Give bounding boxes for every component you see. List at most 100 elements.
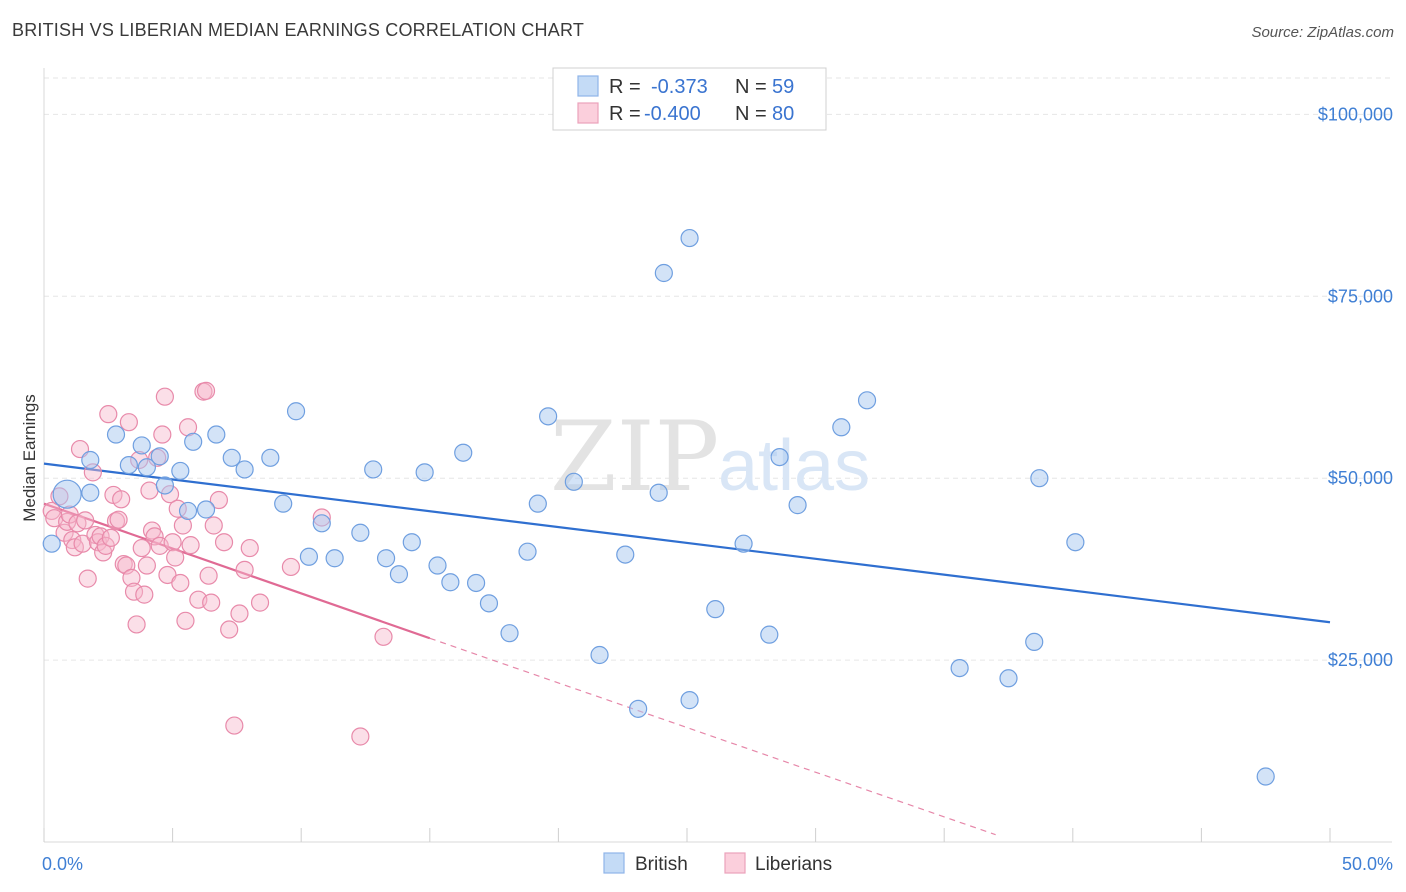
liberian-point-45: [166, 548, 185, 567]
legend-r-label-british: R =: [609, 76, 641, 98]
british-point-30: [454, 443, 473, 462]
liberian-point-65: [250, 593, 270, 612]
british-point-22: [351, 523, 370, 542]
british-point-15: [235, 460, 254, 479]
source-credit: Source: ZipAtlas.com: [1251, 24, 1394, 41]
y-tick-labels: $25,000 $50,000 $75,000 $100,000: [1318, 104, 1393, 670]
british-point-52: [950, 658, 969, 678]
legend-n-label-liberian: N =: [735, 103, 767, 125]
british-point-35: [528, 494, 547, 513]
british-point-25: [389, 565, 409, 584]
british-point-46: [734, 534, 753, 553]
liberian-point-32: [132, 538, 151, 558]
watermark-zip: ZIP: [550, 401, 719, 513]
liberian-point-6: [63, 530, 82, 550]
liberian-point-3: [55, 523, 74, 542]
british-point-28: [428, 556, 447, 575]
british-point-8: [155, 476, 174, 495]
british-point-45: [706, 600, 725, 619]
liberian-point-54: [196, 381, 216, 400]
liberian-point-33: [135, 585, 154, 604]
british-point-24: [376, 549, 396, 568]
british-point-17: [274, 494, 293, 513]
british-point-54: [1025, 632, 1044, 652]
liberian-point-11: [76, 511, 95, 530]
liberian-point-59: [214, 533, 234, 552]
british-point-56: [1066, 533, 1085, 552]
liberian-point-23: [109, 510, 128, 529]
liberian-point-41: [155, 387, 174, 406]
liberian-point-37: [145, 527, 164, 546]
british-point-38: [590, 645, 609, 665]
liberian-point-64: [240, 538, 259, 558]
british-point-36: [539, 407, 558, 426]
british-point-53: [999, 669, 1018, 688]
british-point-49: [788, 496, 807, 515]
british-point-50: [832, 418, 851, 437]
liberian-point-34: [137, 556, 156, 575]
x-tick-label-1: 50.0%: [1342, 854, 1393, 874]
bottom-legend: British Liberians: [603, 852, 832, 875]
y-tick-label-0: $25,000: [1328, 650, 1393, 670]
liberian-point-10: [73, 534, 92, 553]
y-tick-label-2: $75,000: [1328, 286, 1393, 306]
british-point-11: [184, 432, 203, 451]
british-point-20: [312, 514, 331, 533]
bottom-legend-liberians: Liberians: [755, 854, 832, 875]
liberian-point-58: [209, 490, 228, 510]
british-point-6: [137, 458, 156, 477]
legend-r-label-liberian: R =: [609, 103, 641, 125]
british-point-21: [325, 549, 344, 568]
liberian-point-12: [78, 569, 97, 588]
british-point-57: [1256, 767, 1275, 786]
liberian-point-20: [101, 528, 120, 547]
british-point-5: [132, 436, 151, 455]
liberian-point-66: [281, 557, 301, 577]
british-point-1: [81, 483, 100, 502]
liberian-point-51: [181, 536, 200, 555]
x-tick-label-0: 0.0%: [42, 854, 83, 874]
liberian-point-30: [127, 615, 146, 634]
legend-box: R = -0.373 N = 59 R = -0.400 N = 80: [552, 67, 827, 131]
british-point-26: [402, 533, 421, 552]
liberian-point-0: [42, 501, 61, 521]
british-point-large: [52, 479, 82, 509]
british-point-44: [680, 228, 699, 248]
british-point-51: [857, 391, 877, 410]
british-point-12: [196, 500, 216, 519]
british-point-14: [222, 448, 241, 467]
british-point-42: [654, 263, 673, 283]
liberian-point-69: [351, 727, 370, 746]
british-point-3: [106, 425, 126, 444]
bottom-legend-swatch-british: [603, 852, 625, 874]
liberian-point-56: [202, 593, 221, 612]
legend-r-value-british: -0.373: [651, 76, 708, 98]
legend-n-label-british: N =: [735, 76, 767, 98]
liberian-point-61: [225, 716, 244, 735]
british-point-18: [286, 402, 306, 421]
british-point-13: [207, 425, 226, 444]
british-point-27: [415, 463, 434, 482]
british-point-4: [119, 455, 138, 475]
british-point-19: [299, 547, 319, 566]
y-tick-label-3: $100,000: [1318, 104, 1393, 124]
british-point-33: [500, 624, 519, 643]
legend-n-value-liberian: 80: [772, 103, 794, 125]
liberian-point-42: [158, 565, 177, 585]
y-axis-title: Median Earnings: [20, 394, 39, 522]
liberian-trend-line: [43, 502, 431, 640]
chart-title: BRITISH VS LIBERIAN MEDIAN EARNINGS CORR…: [12, 20, 585, 40]
liberian-point-55: [199, 566, 218, 585]
british-point-47: [760, 625, 779, 644]
y-tick-label-1: $50,000: [1328, 468, 1393, 488]
british-point-40: [629, 699, 648, 718]
british-point-10: [178, 501, 198, 521]
liberian-point-24: [112, 490, 131, 509]
liberian-point-29: [124, 582, 144, 601]
watermark-atlas: atlas: [718, 426, 870, 506]
british-point-16: [261, 448, 280, 467]
british-point-37: [564, 472, 583, 491]
liberian-point-57: [204, 516, 223, 535]
british-points: [42, 228, 1275, 786]
